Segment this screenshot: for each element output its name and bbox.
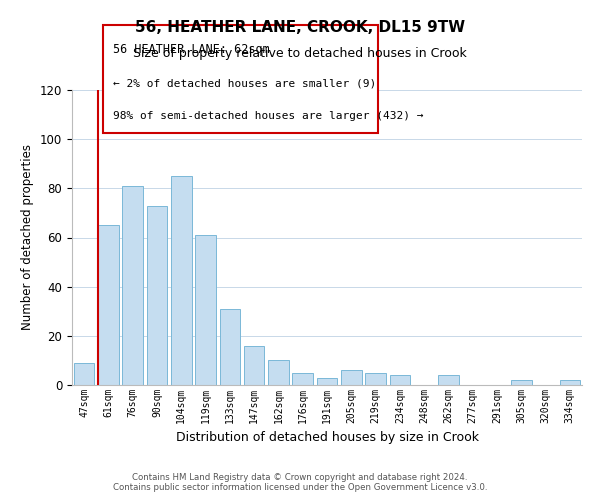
Bar bbox=[268, 360, 289, 385]
X-axis label: Distribution of detached houses by size in Crook: Distribution of detached houses by size … bbox=[176, 432, 479, 444]
Bar bbox=[74, 363, 94, 385]
Text: Contains HM Land Registry data © Crown copyright and database right 2024.
Contai: Contains HM Land Registry data © Crown c… bbox=[113, 473, 487, 492]
Bar bbox=[244, 346, 265, 385]
Bar bbox=[438, 375, 459, 385]
Bar bbox=[122, 186, 143, 385]
Bar bbox=[389, 375, 410, 385]
Bar bbox=[98, 225, 119, 385]
Text: Size of property relative to detached houses in Crook: Size of property relative to detached ho… bbox=[133, 48, 467, 60]
Text: 56, HEATHER LANE, CROOK, DL15 9TW: 56, HEATHER LANE, CROOK, DL15 9TW bbox=[135, 20, 465, 35]
Bar bbox=[220, 309, 240, 385]
Bar bbox=[171, 176, 191, 385]
Bar bbox=[317, 378, 337, 385]
Bar bbox=[341, 370, 362, 385]
Text: ← 2% of detached houses are smaller (9): ← 2% of detached houses are smaller (9) bbox=[113, 78, 376, 88]
FancyBboxPatch shape bbox=[103, 25, 378, 133]
Text: 56 HEATHER LANE: 62sqm: 56 HEATHER LANE: 62sqm bbox=[113, 43, 269, 56]
Text: 98% of semi-detached houses are larger (432) →: 98% of semi-detached houses are larger (… bbox=[113, 110, 424, 120]
Bar bbox=[292, 372, 313, 385]
Bar bbox=[195, 235, 216, 385]
Bar bbox=[365, 372, 386, 385]
Bar bbox=[146, 206, 167, 385]
Bar bbox=[560, 380, 580, 385]
Bar bbox=[511, 380, 532, 385]
Y-axis label: Number of detached properties: Number of detached properties bbox=[22, 144, 34, 330]
